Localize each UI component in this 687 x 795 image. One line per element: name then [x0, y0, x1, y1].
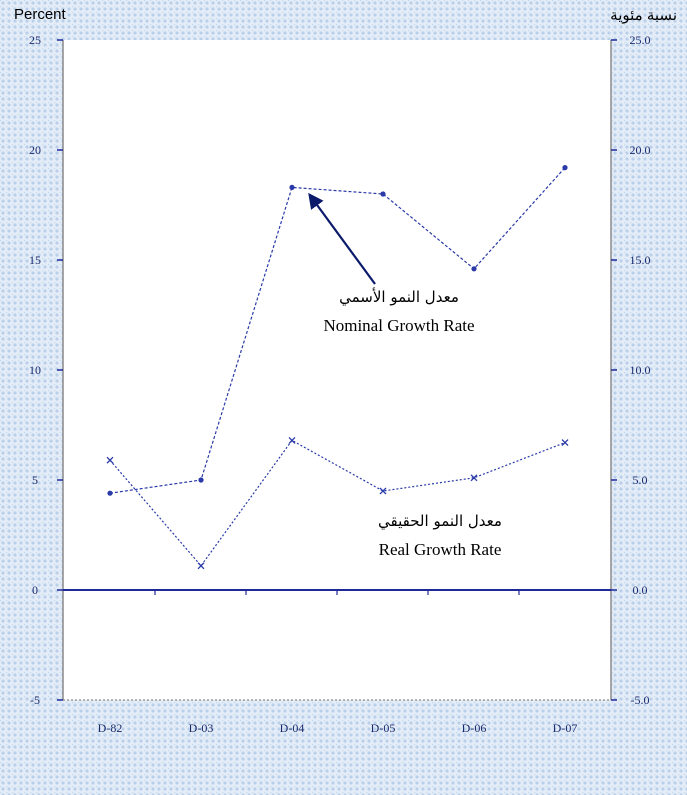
left-tick-label: 5 [32, 473, 38, 487]
nominal-growth-line [109, 167, 566, 494]
nominal-data-point [471, 266, 477, 272]
left-tick-label: 25 [29, 33, 41, 47]
real-data-point [106, 456, 114, 464]
real-data-point [561, 439, 569, 447]
real-point-stroke [379, 487, 387, 495]
right-tick-label: 20.0 [630, 143, 651, 157]
right-tick-label: 0.0 [633, 583, 648, 597]
real-point-stroke [561, 439, 569, 447]
x-tick-label: D-04 [280, 721, 305, 735]
real-label-arabic: معدل النمو الحقيقي [378, 512, 502, 531]
real-point-stroke [106, 456, 114, 464]
right-axis-ticks: 25.0 20.0 15.0 10.0 5.0 0.0 -5.0 [611, 33, 651, 707]
real-point-stroke [197, 562, 205, 570]
nominal-data-point [198, 477, 204, 483]
right-tick-label: 25.0 [630, 33, 651, 47]
real-data-point [470, 474, 478, 482]
left-tick-label: 20 [29, 143, 41, 157]
x-tick-label: D-07 [553, 721, 578, 735]
real-data-point [379, 487, 387, 495]
series-layer [106, 165, 569, 570]
real-data-point [288, 436, 296, 444]
real-growth-line [109, 439, 566, 567]
right-tick-label: 10.0 [630, 363, 651, 377]
left-tick-label: 15 [29, 253, 41, 267]
left-tick-label: 10 [29, 363, 41, 377]
nominal-annotation-arrow [308, 192, 376, 285]
real-point-stroke [288, 436, 296, 444]
right-tick-label: 15.0 [630, 253, 651, 267]
nominal-label-arabic: معدل النمو الأسمي [339, 287, 459, 307]
nominal-data-point [289, 184, 295, 190]
x-tick-label: D-05 [371, 721, 396, 735]
right-tick-label: 5.0 [633, 473, 648, 487]
x-tick-label: D-82 [98, 721, 123, 735]
right-axis-unit-label: نسبة مئوية [610, 7, 677, 24]
x-tick-label: D-03 [189, 721, 214, 735]
nominal-data-point [107, 490, 113, 496]
real-data-point [197, 562, 205, 570]
real-label-english: Real Growth Rate [379, 540, 502, 559]
real-point-stroke [470, 474, 478, 482]
left-axis-ticks: 25 20 15 10 5 0 -5 [29, 33, 63, 707]
left-tick-label: -5 [30, 693, 40, 707]
nominal-label-english: Nominal Growth Rate [323, 316, 474, 335]
left-tick-label: 0 [32, 583, 38, 597]
x-tick-label: D-06 [462, 721, 487, 735]
nominal-data-point [562, 165, 568, 171]
left-axis-unit-label: Percent [14, 6, 66, 23]
plot-area [63, 40, 611, 700]
nominal-data-point [380, 191, 386, 197]
right-tick-label: -5.0 [631, 693, 650, 707]
annotation-layer: معدل النمو الأسمي Nominal Growth Rate مع… [308, 192, 502, 559]
